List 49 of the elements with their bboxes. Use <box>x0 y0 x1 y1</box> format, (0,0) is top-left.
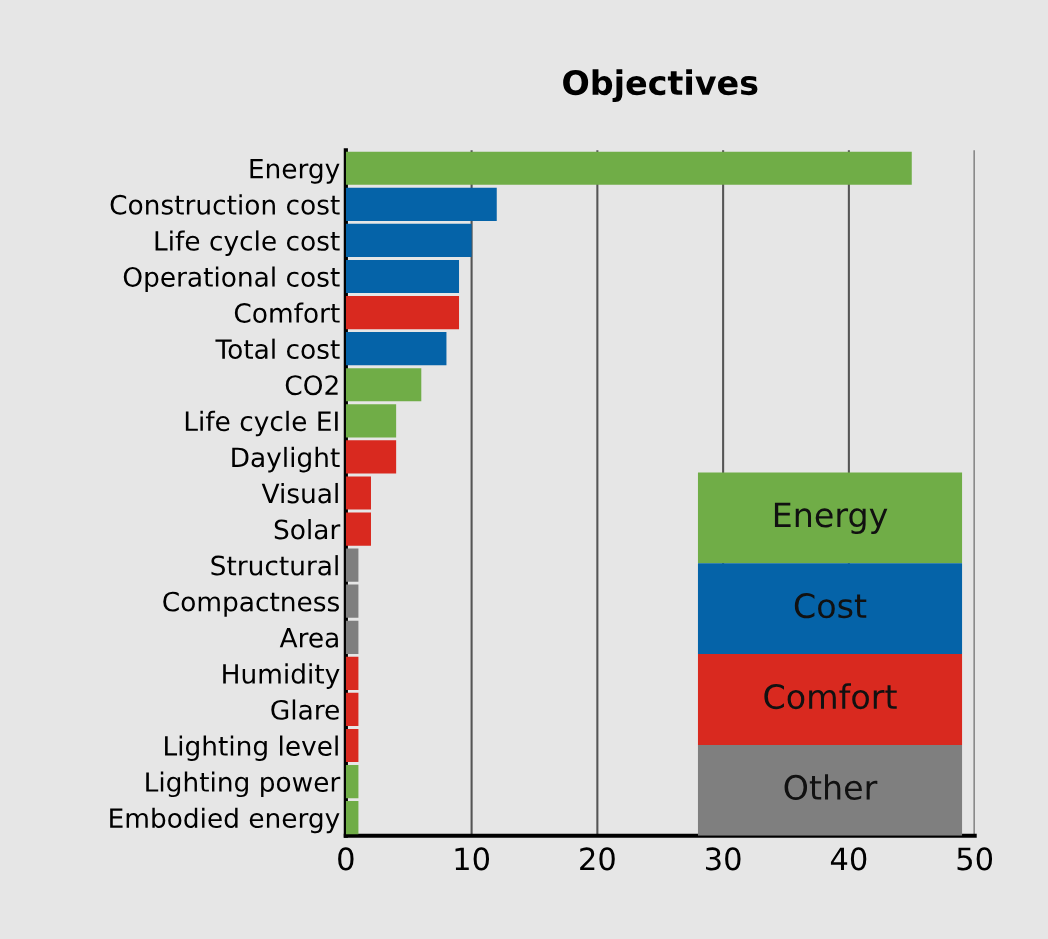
bar <box>345 151 912 185</box>
bar <box>345 440 397 474</box>
y-tick-label: Embodied energy <box>110 807 340 834</box>
y-tick-label: Total cost <box>215 338 340 360</box>
y-tick-label: CO2 <box>285 375 338 396</box>
x-tick-label: 20 <box>580 847 615 871</box>
y-tick-label: Structural <box>211 555 338 576</box>
bar <box>345 259 460 294</box>
text: Cost <box>794 593 867 619</box>
bar <box>345 476 371 510</box>
y-tick-label: Area <box>279 628 338 648</box>
y-tick-label: Energy <box>250 159 340 184</box>
bar <box>345 656 359 690</box>
x-tick-label: 0 <box>338 847 354 871</box>
y-tick-label: Lighting level <box>165 735 338 762</box>
y-tick-label: Operational cost <box>123 266 340 293</box>
bar <box>345 295 460 330</box>
x-tick-label: 50 <box>957 847 993 871</box>
bar <box>345 584 359 618</box>
x-tick-label: 30 <box>706 847 741 871</box>
bar <box>345 404 397 438</box>
x-tick-label: 10 <box>455 847 490 871</box>
y-tick-label: Lighting power <box>146 771 341 798</box>
bar <box>345 187 497 221</box>
text: Comfort <box>764 683 897 710</box>
bar <box>345 223 472 258</box>
y-tick-label: Compactness <box>163 591 339 617</box>
y-tick-label: Life cycle cost <box>155 230 340 256</box>
y-tick-label: Comfort <box>234 302 340 323</box>
text: Other <box>784 774 878 800</box>
y-tick-label: Glare <box>271 699 339 720</box>
bar <box>345 765 359 799</box>
chart-title: Objectives <box>563 69 758 102</box>
y-tick-label: Solar <box>274 519 341 540</box>
bar <box>345 332 447 366</box>
bar <box>345 548 359 582</box>
bar <box>345 512 371 546</box>
text: Energy <box>774 502 888 534</box>
bar <box>345 692 359 727</box>
y-tick-label: Construction cost <box>110 194 340 215</box>
y-tick-label: Life cycle EI <box>185 410 338 437</box>
y-tick-label: Visual <box>261 482 338 504</box>
y-tick-label: Daylight <box>232 446 340 473</box>
bar <box>345 368 422 402</box>
bar <box>345 728 359 763</box>
x-tick-label: 40 <box>830 847 867 871</box>
bar <box>345 620 359 654</box>
y-tick-label: Humidity <box>223 663 340 689</box>
bar <box>345 801 359 835</box>
